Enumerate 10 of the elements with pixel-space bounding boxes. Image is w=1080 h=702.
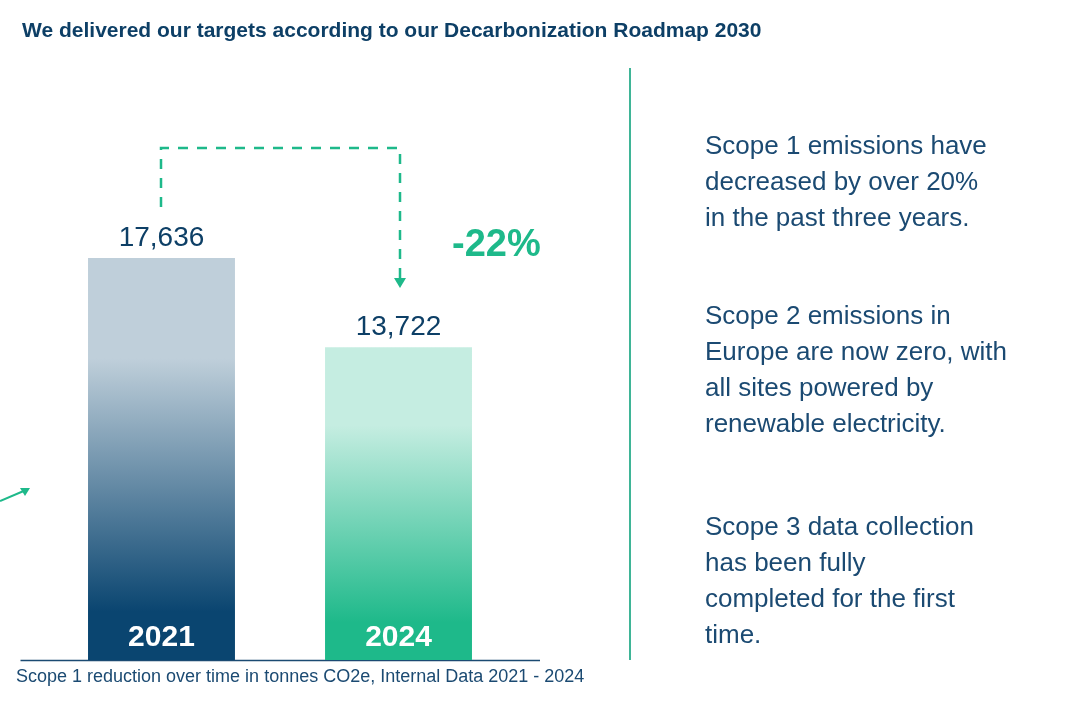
text: Scope 2 emissions in Europe are now zero, with all sites powered by renewable electricity. bbox=[705, 299, 1009, 440]
text: Scope 1 reduction over time in tonnes CO2e, Internal Data 2021 - 2024 bbox=[16, 666, 585, 687]
x-tick-label: 2021 bbox=[128, 619, 195, 652]
x-tick-label: 2024 bbox=[365, 619, 433, 652]
data-label: 17,636 bbox=[118, 220, 205, 252]
data-label: 13,722 bbox=[355, 310, 442, 342]
text: Scope 1 emissions have decreased by over 20% in the past three years. bbox=[705, 129, 988, 234]
chart-title: We delivered our targets according to our Decarbonization Roadmap 2030 bbox=[22, 18, 762, 42]
text: Scope 3 data collection has been fully completed for the first time. bbox=[705, 510, 975, 651]
annotation: -22% bbox=[452, 222, 541, 265]
